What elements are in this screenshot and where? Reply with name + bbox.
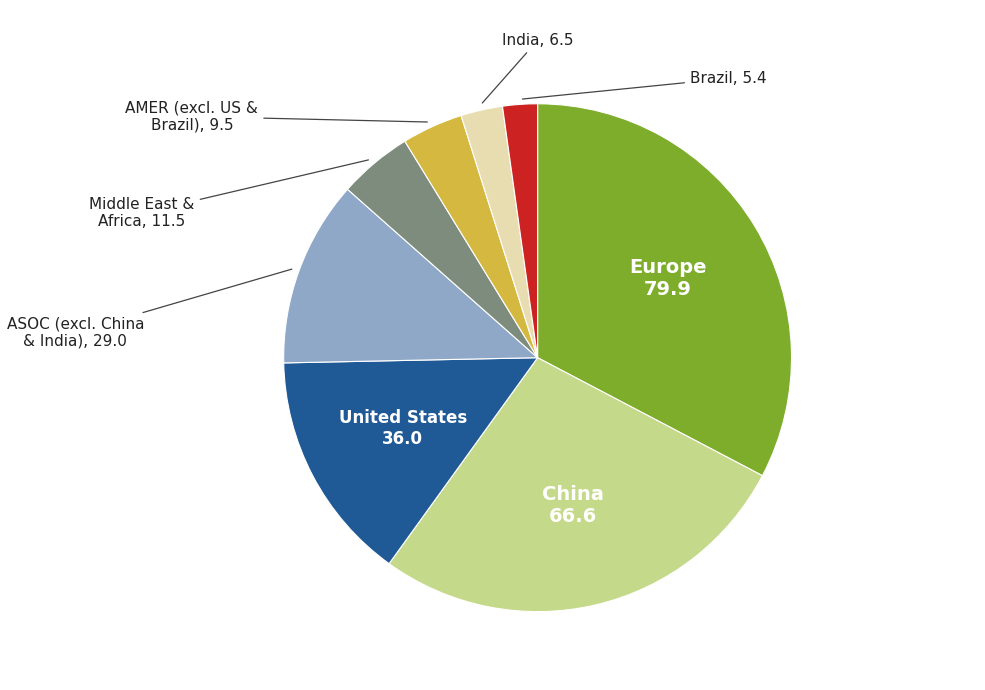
- Text: India, 6.5: India, 6.5: [483, 33, 573, 103]
- Text: Middle East &
Africa, 11.5: Middle East & Africa, 11.5: [90, 160, 368, 229]
- Wedge shape: [405, 115, 538, 357]
- Text: AMER (excl. US &
Brazil), 9.5: AMER (excl. US & Brazil), 9.5: [125, 100, 427, 132]
- Wedge shape: [284, 189, 538, 363]
- Text: United States
36.0: United States 36.0: [339, 409, 467, 448]
- Wedge shape: [284, 357, 538, 564]
- Wedge shape: [502, 104, 538, 357]
- Wedge shape: [389, 357, 762, 611]
- Wedge shape: [461, 106, 538, 357]
- Text: Europe
79.9: Europe 79.9: [629, 258, 706, 299]
- Wedge shape: [538, 104, 792, 475]
- Wedge shape: [348, 141, 538, 357]
- Text: China
66.6: China 66.6: [542, 486, 604, 526]
- Text: ASOC (excl. China
& India), 29.0: ASOC (excl. China & India), 29.0: [7, 269, 292, 348]
- Text: Brazil, 5.4: Brazil, 5.4: [522, 71, 766, 99]
